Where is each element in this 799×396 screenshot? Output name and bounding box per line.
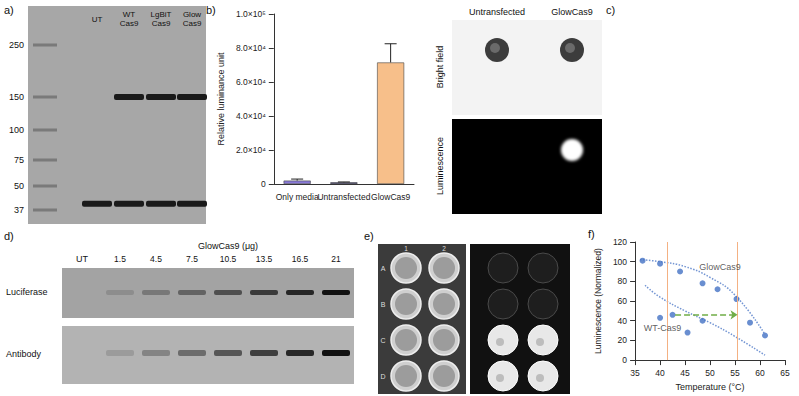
svg-text:120: 120	[613, 237, 627, 247]
svg-text:Only media: Only media	[276, 192, 319, 202]
svg-text:a): a)	[4, 4, 14, 16]
svg-text:e): e)	[364, 230, 374, 242]
svg-text:10.5: 10.5	[220, 254, 237, 264]
svg-text:65: 65	[780, 368, 790, 378]
svg-text:4.0×10⁴: 4.0×10⁴	[236, 111, 266, 121]
svg-text:LgBiT: LgBiT	[151, 10, 172, 19]
svg-text:8.0×10⁴: 8.0×10⁴	[236, 43, 266, 53]
svg-text:40: 40	[655, 368, 665, 378]
svg-text:f): f)	[588, 228, 595, 240]
svg-text:50: 50	[705, 368, 715, 378]
svg-text:UT: UT	[76, 254, 88, 264]
svg-text:21: 21	[331, 254, 341, 264]
svg-text:A: A	[381, 265, 386, 272]
svg-text:55: 55	[730, 368, 740, 378]
svg-text:UT: UT	[92, 15, 103, 24]
svg-text:Temperature (°C): Temperature (°C)	[675, 382, 744, 392]
svg-text:16.5: 16.5	[292, 254, 309, 264]
svg-text:4.5: 4.5	[150, 254, 162, 264]
svg-text:60: 60	[618, 296, 628, 306]
svg-text:Glow: Glow	[183, 10, 201, 19]
svg-text:GlowCas9: GlowCas9	[371, 192, 410, 202]
svg-text:Cas9: Cas9	[152, 19, 171, 28]
svg-text:Untransfected: Untransfected	[317, 192, 370, 202]
svg-text:60: 60	[755, 368, 765, 378]
svg-text:c): c)	[606, 4, 615, 16]
svg-text:GlowCas9 (μg): GlowCas9 (μg)	[198, 241, 258, 251]
svg-text:b): b)	[206, 4, 216, 16]
svg-text:GlowCas9: GlowCas9	[699, 262, 741, 272]
svg-text:Antibody: Antibody	[6, 349, 42, 359]
svg-text:37: 37	[14, 205, 24, 215]
svg-text:WT: WT	[123, 10, 136, 19]
svg-text:C: C	[380, 337, 385, 344]
svg-text:75: 75	[14, 155, 24, 165]
svg-text:WT-Cas9: WT-Cas9	[644, 323, 682, 333]
svg-text:1: 1	[404, 245, 408, 252]
svg-text:Bright field: Bright field	[435, 46, 445, 89]
svg-text:Cas9: Cas9	[120, 19, 139, 28]
svg-text:GlowCas9: GlowCas9	[551, 7, 593, 17]
svg-text:Luminescence: Luminescence	[435, 137, 445, 195]
svg-text:50: 50	[14, 181, 24, 191]
svg-text:Cas9: Cas9	[183, 19, 202, 28]
svg-text:2.0×10⁴: 2.0×10⁴	[236, 145, 266, 155]
svg-text:Relative luminance unit: Relative luminance unit	[216, 52, 226, 146]
svg-text:40: 40	[618, 316, 628, 326]
svg-text:250: 250	[9, 40, 24, 50]
svg-text:Untransfected: Untransfected	[469, 7, 525, 17]
svg-text:Luminescence (Normalized): Luminescence (Normalized)	[593, 248, 603, 354]
svg-text:150: 150	[9, 92, 24, 102]
svg-text:1.0×10⁵: 1.0×10⁵	[236, 9, 266, 19]
svg-text:1.5: 1.5	[114, 254, 126, 264]
svg-text:d): d)	[4, 230, 14, 242]
svg-text:D: D	[380, 373, 385, 380]
svg-text:7.5: 7.5	[186, 254, 198, 264]
svg-text:45: 45	[680, 368, 690, 378]
svg-text:0: 0	[261, 179, 266, 189]
svg-text:B: B	[381, 301, 386, 308]
svg-text:20: 20	[618, 335, 628, 345]
svg-text:6.0×10⁴: 6.0×10⁴	[236, 77, 266, 87]
svg-text:35: 35	[630, 368, 640, 378]
svg-text:0: 0	[622, 355, 627, 365]
svg-text:100: 100	[613, 257, 627, 267]
svg-text:2: 2	[442, 245, 446, 252]
svg-text:100: 100	[9, 125, 24, 135]
svg-text:13.5: 13.5	[256, 254, 273, 264]
svg-text:80: 80	[618, 276, 628, 286]
svg-text:Luciferase: Luciferase	[6, 287, 48, 297]
